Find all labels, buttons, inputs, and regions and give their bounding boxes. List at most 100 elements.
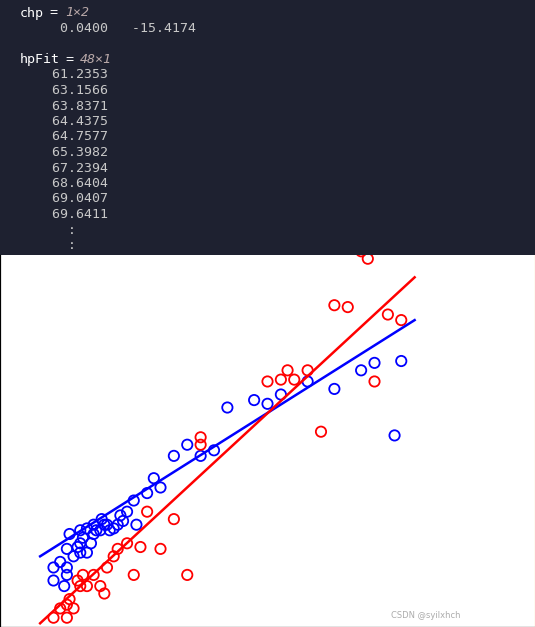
Point xyxy=(196,451,205,461)
Point xyxy=(87,539,95,549)
Point xyxy=(49,613,58,623)
Point xyxy=(330,300,339,310)
Point xyxy=(129,495,138,505)
Point xyxy=(96,581,105,591)
Text: 69.6411: 69.6411 xyxy=(20,208,108,221)
Text: :: : xyxy=(20,255,76,268)
Point xyxy=(49,576,58,586)
Point xyxy=(70,551,78,561)
Point xyxy=(123,507,132,517)
Point xyxy=(263,399,272,409)
Text: =: = xyxy=(57,53,81,66)
Point xyxy=(79,533,87,543)
Point xyxy=(250,395,258,405)
Point xyxy=(105,525,114,535)
Point xyxy=(223,403,232,413)
Point xyxy=(113,520,122,530)
Point xyxy=(196,432,205,442)
Point xyxy=(113,544,122,554)
Point xyxy=(82,524,91,534)
Point xyxy=(357,246,365,256)
Point xyxy=(110,551,118,561)
Text: 0.0400   -15.4174: 0.0400 -15.4174 xyxy=(20,22,196,35)
Text: 65.3982: 65.3982 xyxy=(20,146,108,159)
Point xyxy=(143,488,151,498)
Point xyxy=(170,514,178,524)
Point xyxy=(136,542,144,552)
Point xyxy=(89,570,98,580)
Point xyxy=(391,430,399,440)
Text: 1×2: 1×2 xyxy=(65,6,89,19)
Point xyxy=(364,254,372,264)
Point xyxy=(63,613,71,623)
Point xyxy=(143,507,151,517)
Text: 48×1: 48×1 xyxy=(80,53,112,66)
Point xyxy=(277,374,285,384)
Point xyxy=(397,356,406,366)
Point xyxy=(79,570,87,580)
Text: 68.6404: 68.6404 xyxy=(20,177,108,190)
Text: 67.2394: 67.2394 xyxy=(20,162,108,174)
Text: CSDN @syilxhch: CSDN @syilxhch xyxy=(391,611,460,619)
Point xyxy=(343,302,352,312)
Text: 61.2353: 61.2353 xyxy=(20,68,108,82)
Point xyxy=(123,539,132,549)
Point xyxy=(156,544,165,554)
Point xyxy=(277,389,285,399)
Point xyxy=(284,366,292,376)
Text: chp: chp xyxy=(20,6,44,19)
Point xyxy=(76,539,85,549)
Point xyxy=(96,525,105,535)
Point xyxy=(76,581,85,591)
Point xyxy=(63,599,71,609)
Point xyxy=(63,562,71,572)
Point xyxy=(92,525,101,535)
Point xyxy=(63,570,71,580)
Point xyxy=(82,547,91,557)
Point xyxy=(89,520,98,530)
Point xyxy=(129,570,138,580)
Point xyxy=(70,603,78,613)
Point xyxy=(116,510,125,520)
Point xyxy=(384,310,392,320)
Point xyxy=(103,562,111,572)
Point xyxy=(100,589,109,599)
Point xyxy=(60,581,68,591)
Point xyxy=(290,374,299,384)
Point xyxy=(183,570,192,580)
Point xyxy=(56,557,64,567)
Text: :: : xyxy=(20,223,76,236)
Text: 69.0407: 69.0407 xyxy=(20,192,108,206)
Point xyxy=(76,525,85,535)
Text: 63.8371: 63.8371 xyxy=(20,100,108,112)
Point xyxy=(110,524,118,534)
Text: 63.1566: 63.1566 xyxy=(20,84,108,97)
Point xyxy=(56,603,64,613)
Text: 64.7577: 64.7577 xyxy=(20,130,108,144)
Point xyxy=(196,440,205,450)
Point xyxy=(73,576,82,586)
Point xyxy=(49,562,58,572)
Point xyxy=(183,440,192,450)
Point xyxy=(370,376,379,386)
Text: 64.4375: 64.4375 xyxy=(20,115,108,128)
Point xyxy=(89,529,98,539)
Point xyxy=(303,376,312,386)
Point xyxy=(170,451,178,461)
Point xyxy=(397,315,406,325)
Point xyxy=(82,581,91,591)
Text: =: = xyxy=(42,6,66,19)
Point xyxy=(65,529,74,539)
Point xyxy=(263,376,272,386)
Point xyxy=(150,473,158,483)
Point xyxy=(357,366,365,376)
Point xyxy=(97,514,106,524)
Point xyxy=(100,520,109,530)
Point xyxy=(76,547,85,557)
Text: hpFit: hpFit xyxy=(20,53,60,66)
Point xyxy=(330,384,339,394)
Point xyxy=(63,544,71,554)
Point xyxy=(73,542,82,552)
Point xyxy=(303,366,312,376)
Point xyxy=(103,520,111,530)
